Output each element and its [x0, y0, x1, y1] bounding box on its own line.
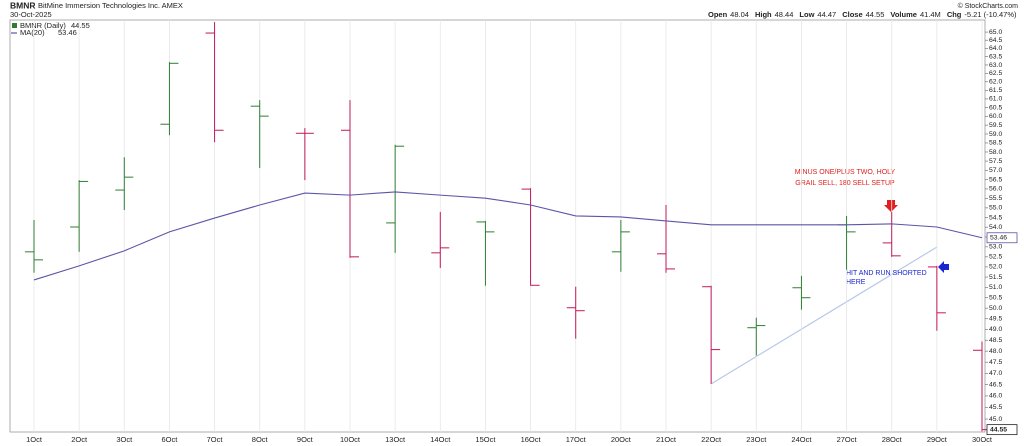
x-tick-label: 10Oct: [340, 435, 361, 444]
chart-date: 30-Oct-2025: [10, 10, 52, 19]
ma-line: [33, 191, 983, 281]
y-tick-label: 48.0: [989, 348, 1002, 355]
source: © StockCharts.com: [958, 2, 1019, 10]
y-tick-label: 61.0: [989, 96, 1002, 103]
y-tick-label: 56.5: [989, 176, 1002, 183]
y-tick-label: 47.0: [989, 370, 1002, 377]
y-tick-label: 58.5: [989, 140, 1002, 147]
y-tick-label: 55.0: [989, 205, 1002, 212]
y-tick-label: 50.0: [989, 305, 1002, 312]
arrow-down: [884, 200, 898, 212]
y-tick-label: 46.5: [989, 381, 1002, 388]
header-value: 44.55: [866, 10, 885, 19]
y-tick-label: 57.5: [989, 158, 1002, 165]
y-tick-label: 60.0: [989, 113, 1002, 120]
x-tick-label: 6Oct: [162, 435, 179, 444]
x-tick-label: 22Oct: [701, 435, 722, 444]
y-tick-label: 51.0: [989, 284, 1002, 291]
x-tick-label: 28Oct: [882, 435, 903, 444]
chart-title: BMNR: [10, 0, 36, 10]
close-last-label: 44.55: [990, 426, 1007, 433]
legend-label: MA(20): [20, 28, 45, 37]
header-label: High: [755, 10, 772, 19]
y-tick-label: 53.0: [989, 244, 1002, 251]
legend-value: 44.55: [71, 21, 90, 30]
y-tick-label: 65.0: [989, 29, 1002, 36]
header-label: Open: [708, 10, 728, 19]
x-tick-label: 9Oct: [297, 435, 314, 444]
header-label: Low: [799, 10, 814, 19]
ohlc-header: Open 48.04 High 48.44 Low 44.47 Close 44.55 Volu…: [708, 10, 1017, 19]
y-tick-label: 58.0: [989, 149, 1002, 156]
plot-frame: [9, 19, 986, 433]
y-tick-label: 63.0: [989, 62, 1002, 69]
y-tick-label: 62.0: [989, 79, 1002, 86]
x-tick-label: 14Oct: [430, 435, 451, 444]
annotation: MINUS ONE/PLUS TWO, HOLY: [795, 169, 896, 176]
annotation: HIT AND RUN SHORTED: [846, 270, 927, 277]
legend-value: 53.46: [58, 28, 77, 37]
y-tick-label: 52.5: [989, 254, 1002, 261]
header-value: 48.04: [730, 10, 749, 19]
header-value: 44.47: [817, 10, 836, 19]
y-tick-label: 46.0: [989, 393, 1002, 400]
header-label: Chg: [947, 10, 962, 19]
x-tick-label: 13Oct: [385, 435, 406, 444]
header-label: Close: [842, 10, 862, 19]
y-tick-label: 59.5: [989, 122, 1002, 129]
annotation: HERE: [846, 279, 866, 286]
y-tick-label: 55.5: [989, 195, 1002, 202]
y-tick-label: 47.5: [989, 359, 1002, 366]
x-tick-label: 21Oct: [656, 435, 677, 444]
x-tick-label: 17Oct: [566, 435, 587, 444]
y-tick-label: 64.5: [989, 37, 1002, 44]
y-tick-label: 51.5: [989, 274, 1002, 281]
y-tick-label: 64.0: [989, 45, 1002, 52]
x-tick-label: 1Oct: [26, 435, 43, 444]
x-tick-label: 16Oct: [521, 435, 542, 444]
y-tick-label: 57.0: [989, 167, 1002, 174]
price-box: [986, 232, 1018, 244]
ma-last-label: 53.46: [990, 235, 1007, 242]
y-tick-label: 48.5: [989, 337, 1002, 344]
y-tick-label: 59.0: [989, 131, 1002, 138]
y-tick-label: 54.0: [989, 224, 1002, 231]
x-tick-label: 30Oct: [972, 435, 993, 444]
x-tick-label: 29Oct: [927, 435, 948, 444]
legend-label: BMNR (Daily): [20, 21, 66, 30]
y-tick-label: 45.0: [989, 416, 1002, 423]
price-box: [986, 424, 1018, 436]
x-tick-label: 24Oct: [791, 435, 812, 444]
arrow-left: [938, 261, 949, 273]
y-tick-label: 63.5: [989, 53, 1002, 60]
y-tick-label: 61.5: [989, 87, 1002, 94]
x-tick-label: 7Oct: [207, 435, 224, 444]
y-tick-label: 52.0: [989, 264, 1002, 271]
x-tick-label: 15Oct: [475, 435, 496, 444]
x-tick-label: 20Oct: [611, 435, 632, 444]
y-tick-label: 49.0: [989, 326, 1002, 333]
y-tick-label: 56.0: [989, 186, 1002, 193]
legend-swatch: [12, 23, 17, 28]
y-tick-label: 45.5: [989, 404, 1002, 411]
x-tick-label: 23Oct: [746, 435, 767, 444]
header-value: -5.21 (-10.47%): [964, 10, 1017, 19]
y-tick-label: 62.5: [989, 70, 1002, 77]
x-tick-label: 8Oct: [252, 435, 269, 444]
header-value: 48.44: [775, 10, 794, 19]
annotation: GRAIL SELL, 180 SELL SETUP: [795, 180, 895, 187]
trend-line: [710, 246, 938, 385]
x-tick-label: 2Oct: [71, 435, 88, 444]
y-tick-label: 50.5: [989, 295, 1002, 302]
x-tick-label: 3Oct: [116, 435, 133, 444]
x-tick-label: 27Oct: [837, 435, 858, 444]
header-value: 41.4M: [920, 10, 941, 19]
y-tick-label: 49.5: [989, 316, 1002, 323]
chart-subtitle: BitMine Immersion Technologies Inc. AMEX: [38, 1, 183, 10]
header-label: Volume: [890, 10, 917, 19]
y-tick-label: 60.5: [989, 104, 1002, 111]
y-tick-label: 54.5: [989, 214, 1002, 221]
